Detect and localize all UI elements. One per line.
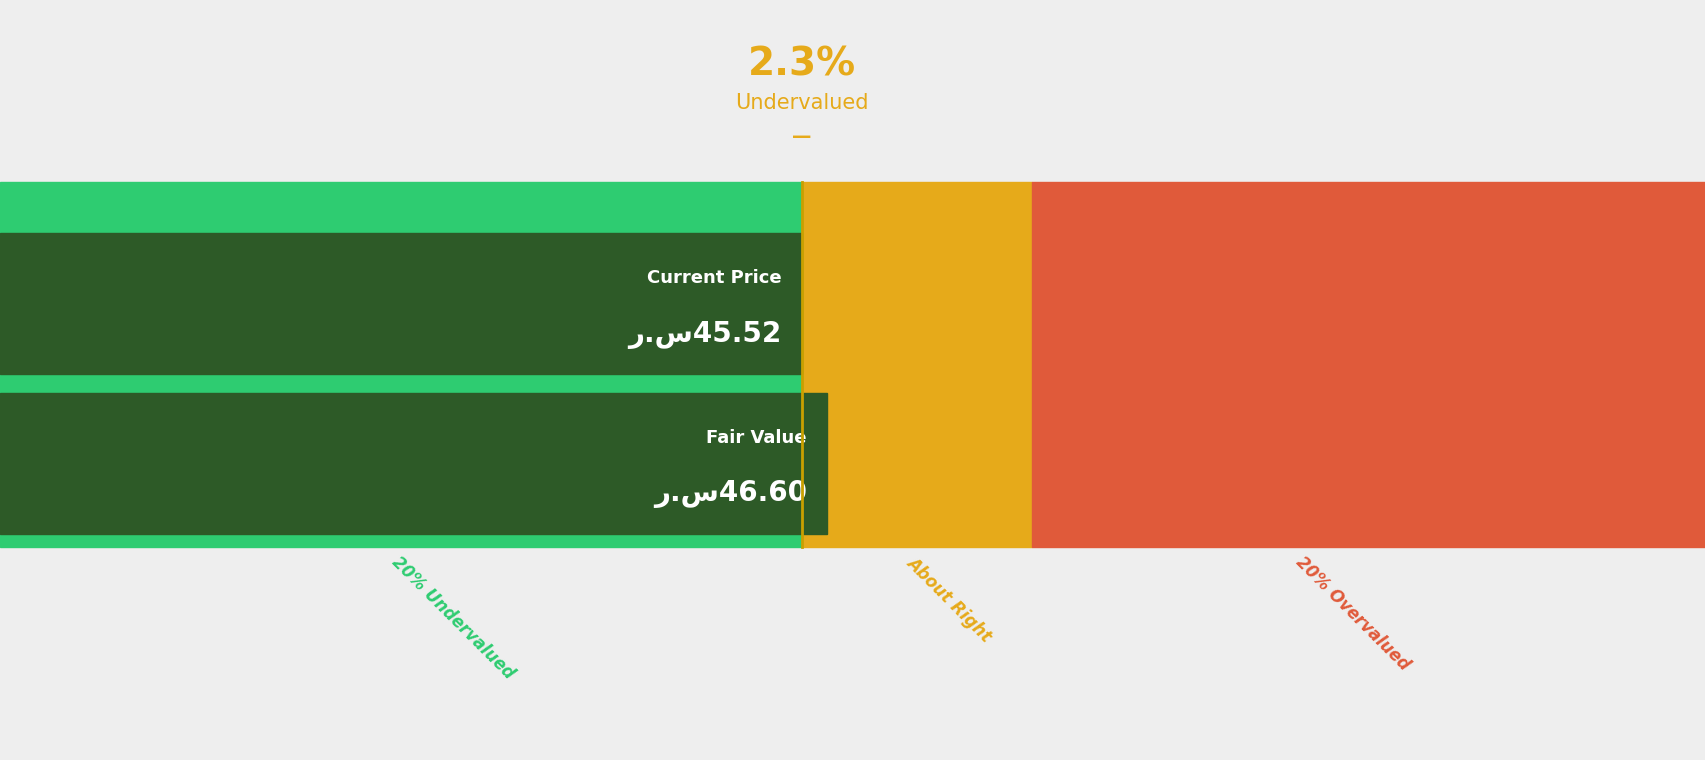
Bar (0, 182, 801, 547)
Text: Fair Value: Fair Value (706, 429, 806, 447)
Text: ر.س‎46.60: ر.س‎46.60 (653, 480, 806, 508)
Bar (0, 233, 801, 374)
Text: Undervalued: Undervalued (735, 93, 868, 112)
Text: —: — (791, 128, 812, 147)
Bar (801, 182, 1032, 547)
Text: About Right: About Right (904, 553, 994, 645)
Text: ر.س‎45.52: ر.س‎45.52 (627, 321, 781, 349)
Bar (1032, 182, 1705, 547)
Text: 2.3%: 2.3% (747, 46, 856, 84)
Text: Current Price: Current Price (646, 269, 781, 287)
Text: 20% Overvalued: 20% Overvalued (1292, 553, 1412, 674)
Bar (0, 393, 827, 534)
Text: 20% Undervalued: 20% Undervalued (389, 553, 517, 682)
